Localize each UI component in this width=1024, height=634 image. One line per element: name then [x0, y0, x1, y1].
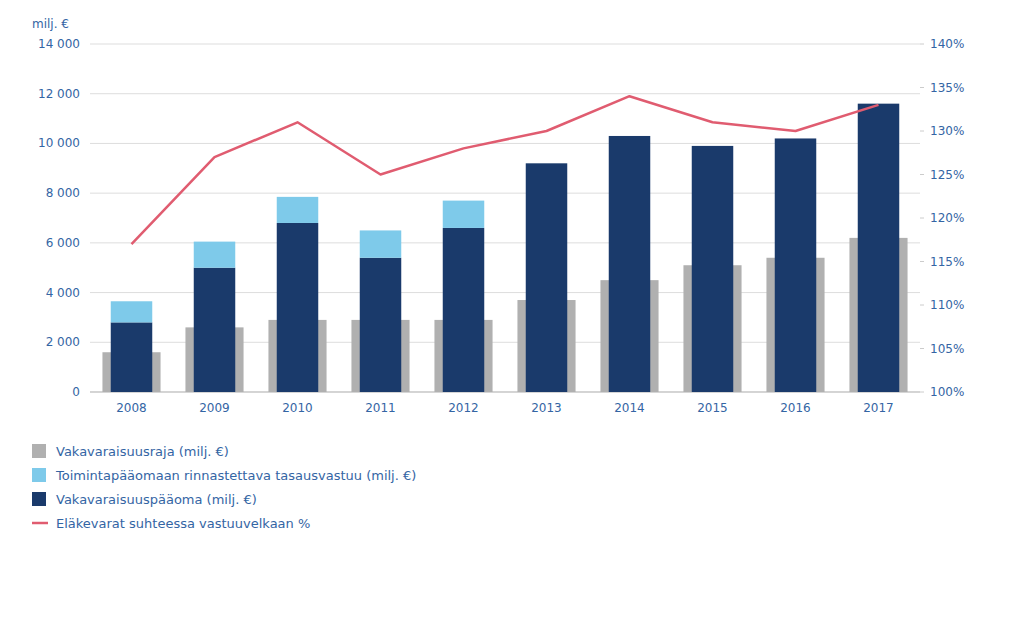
legend-swatch — [32, 444, 46, 458]
y2-tick-label: 115% — [930, 255, 964, 269]
y2-tick-label: 120% — [930, 211, 964, 225]
legend: Vakavaraisuusraja (milj. €) Toimintapääom… — [32, 444, 416, 531]
y2-tick-label: 110% — [930, 298, 964, 312]
y2-tick — [920, 305, 924, 306]
y-tick-label: 14 000 — [38, 37, 80, 51]
stacked-bar — [775, 138, 817, 392]
x-tick-label: 2016 — [780, 401, 811, 415]
legend-swatch — [32, 468, 46, 482]
stacked-bar — [277, 223, 319, 392]
stacked-bar — [360, 258, 402, 392]
stacked-bar — [111, 322, 153, 392]
legend-swatch — [32, 522, 48, 525]
y2-tick — [920, 87, 924, 88]
stacked-bar — [775, 138, 817, 139]
x-tick-label: 2010 — [282, 401, 313, 415]
chart: 0 2 000 4 000 6 000 8 000 10 000 12 000 14 000 1… — [0, 0, 1024, 634]
stacked-bar — [194, 242, 236, 268]
y2-tick-label: 135% — [930, 81, 964, 95]
x-tick-label: 2009 — [199, 401, 230, 415]
y-tick-label: 0 — [72, 385, 80, 399]
x-tick-label: 2012 — [448, 401, 479, 415]
x-tick-label: 2011 — [365, 401, 396, 415]
legend-label: Vakavaraisuuspääoma (milj. €) — [56, 492, 257, 507]
x-tick-label: 2015 — [697, 401, 728, 415]
stacked-bar — [277, 197, 319, 223]
stacked-bar — [111, 301, 153, 322]
stacked-bar — [858, 103, 900, 104]
y-tick-label: 2 000 — [46, 335, 80, 349]
grid — [90, 44, 920, 392]
y-tick-label: 12 000 — [38, 87, 80, 101]
y2-tick — [920, 218, 924, 219]
y2-tick — [920, 348, 924, 349]
marks — [102, 96, 907, 392]
y-tick-label: 10 000 — [38, 136, 80, 150]
stacked-bar — [609, 136, 651, 392]
grid-line — [90, 93, 920, 94]
y-tick-label: 4 000 — [46, 286, 80, 300]
y-tick-label: 6 000 — [46, 236, 80, 250]
legend-label: Vakavaraisuusraja (milj. €) — [56, 444, 229, 459]
line — [132, 96, 879, 244]
y2-tick-label: 130% — [930, 124, 964, 138]
y2-tick-label: 140% — [930, 37, 964, 51]
y2-tick — [920, 131, 924, 132]
stacked-bar — [194, 268, 236, 392]
y-tick-label: 8 000 — [46, 186, 80, 200]
x-tick-label: 2014 — [614, 401, 645, 415]
x-tick-label: 2013 — [531, 401, 562, 415]
stacked-bar — [609, 135, 651, 136]
x-tick-label: 2008 — [116, 401, 147, 415]
y-axis-label: milj. € — [32, 17, 69, 31]
y2-tick-label: 125% — [930, 168, 964, 182]
stacked-bar — [526, 163, 568, 164]
stacked-bar — [526, 163, 568, 392]
y2-tick — [920, 44, 924, 45]
legend-swatch — [32, 492, 46, 506]
stacked-bar — [443, 201, 485, 228]
stacked-bar — [443, 228, 485, 392]
x-tick-label: 2017 — [863, 401, 894, 415]
legend-label: Toimintapääomaan rinnastettava tasausvas… — [55, 468, 416, 483]
stacked-bar — [692, 145, 734, 146]
y2-tick — [920, 174, 924, 175]
stacked-bar — [858, 104, 900, 392]
legend-label: Eläkevarat suhteessa vastuuvelkaan % — [56, 516, 310, 531]
y2-tick — [920, 392, 924, 393]
y2-tick-label: 105% — [930, 342, 964, 356]
stacked-bar — [692, 146, 734, 392]
grid-line — [90, 44, 920, 45]
y2-tick-label: 100% — [930, 385, 964, 399]
axes: 0 2 000 4 000 6 000 8 000 10 000 12 000 14 000 1… — [32, 17, 964, 415]
stacked-bar — [360, 230, 402, 257]
y2-tick — [920, 261, 924, 262]
